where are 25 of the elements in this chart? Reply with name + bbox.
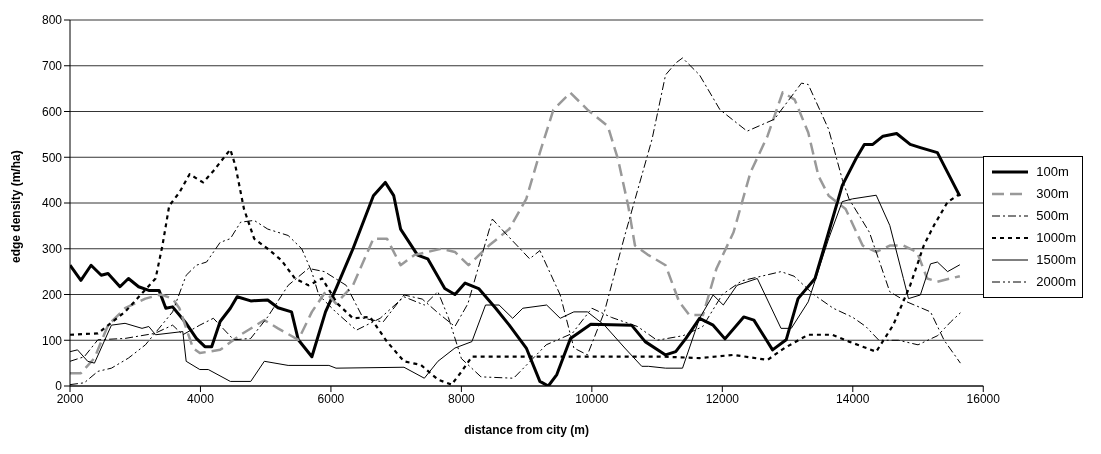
y-axis-title: edge density (m/ha) [9,150,24,263]
legend-label: 1000m [1036,229,1076,247]
x-tick-label: 10000 [575,391,609,406]
legend-label: 1500m [1036,251,1076,269]
legend-label: 300m [1036,185,1069,203]
x-tick-label: 6000 [317,391,345,406]
y-tick-label: 600 [41,104,63,119]
x-axis-title: distance from city (m) [464,423,589,437]
y-tick-label: 0 [55,379,63,394]
x-tick-label: 16000 [966,391,1001,406]
y-tick-label: 700 [41,59,63,74]
legend-label: 500m [1036,207,1069,225]
y-tick-label: 800 [41,13,63,28]
x-tick-label: 2000 [56,391,84,406]
y-tick-label: 100 [41,333,63,348]
x-tick-label: 14000 [836,391,870,406]
legend-label: 100m [1036,163,1069,181]
legend-label: 2000m [1036,273,1076,291]
x-tick-label: 8000 [448,391,476,406]
x-tick-label: 12000 [705,391,740,406]
x-tick-label: 4000 [187,391,215,406]
y-tick-label: 300 [41,242,63,257]
y-tick-label: 200 [41,287,63,302]
y-tick-label: 400 [41,196,63,211]
y-tick-label: 500 [41,150,63,165]
